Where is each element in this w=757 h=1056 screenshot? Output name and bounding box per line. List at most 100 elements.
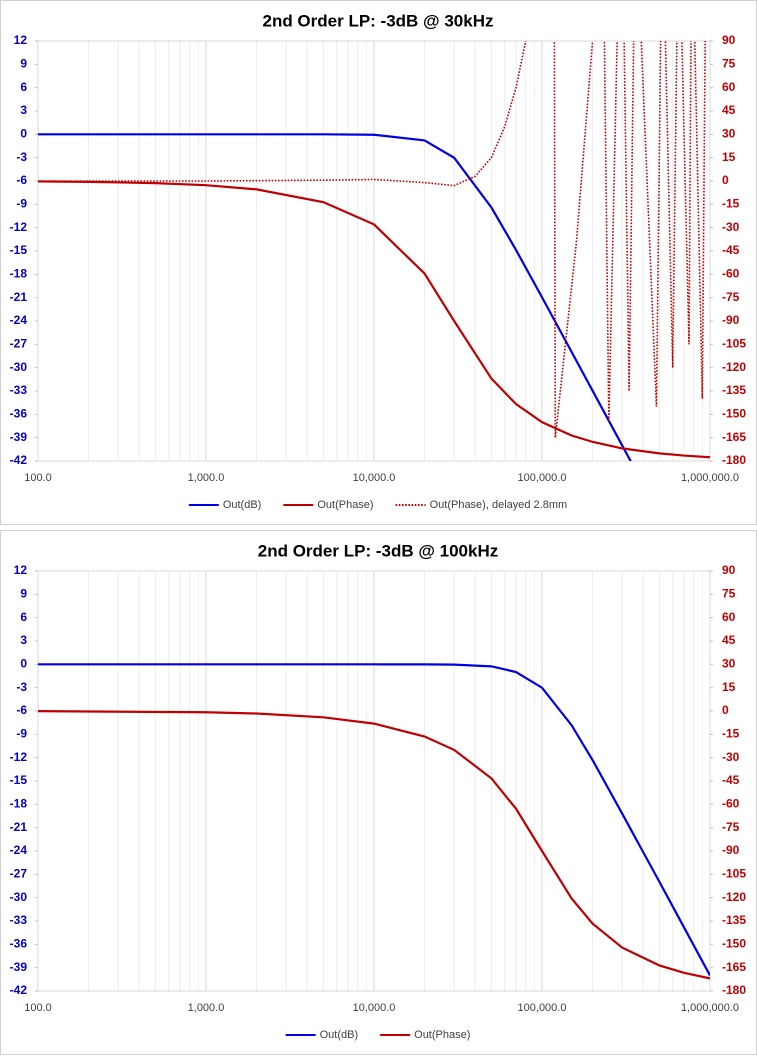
y2-tick-label: -15 (722, 197, 740, 211)
y-tick-label: -36 (10, 407, 28, 421)
y2-tick-label: -120 (722, 890, 746, 904)
y2-tick-label: -135 (722, 383, 746, 397)
y2-tick-label: -15 (722, 727, 740, 741)
legend-label: Out(Phase), delayed 2.8mm (430, 499, 568, 511)
y-tick-label: -3 (16, 150, 27, 164)
y-tick-label: -15 (10, 243, 28, 257)
y2-tick-label: -45 (722, 773, 740, 787)
y2-tick-label: -150 (722, 407, 746, 421)
y-tick-label: -18 (10, 267, 28, 281)
y-tick-label: 0 (20, 127, 27, 141)
y-tick-label: -42 (10, 453, 28, 467)
y2-tick-label: 15 (722, 680, 736, 694)
legend: Out(dB) Out(Phase) Out(Phase), delayed 2.8… (188, 499, 568, 511)
y2-tick-label: 0 (722, 703, 729, 717)
x-tick-label: 1,000,000.0 (681, 1002, 739, 1014)
y-tick-label: -6 (16, 173, 27, 187)
y2-tick-label: 75 (722, 587, 736, 601)
series-line (38, 180, 710, 459)
y-tick-label: 0 (20, 657, 27, 671)
y-tick-label: 6 (20, 80, 27, 94)
y-tick-label: -9 (16, 197, 27, 211)
y-tick-label: 12 (14, 33, 28, 47)
legend-label: Out(Phase) (317, 499, 373, 511)
y2-tick-label: -60 (722, 267, 740, 281)
y-tick-label: -15 (10, 773, 28, 787)
x-tick-label: 1,000.0 (188, 1002, 225, 1014)
y2-tick-label: -180 (722, 983, 746, 997)
y-tick-label: -42 (10, 983, 28, 997)
y2-tick-label: -75 (722, 820, 740, 834)
y-tick-label: 6 (20, 610, 27, 624)
series-line (38, 710, 710, 980)
y2-tick-label: -30 (722, 750, 740, 764)
x-tick-label: 100,000.0 (518, 1002, 567, 1014)
y2-tick-label: -90 (722, 313, 740, 327)
y-tick-label: -39 (10, 960, 28, 974)
y-tick-label: 9 (20, 587, 27, 601)
y-tick-label: 3 (20, 103, 27, 117)
y-tick-label: -24 (10, 313, 28, 327)
chart-frame (0, 530, 757, 1055)
x-tick-label: 1,000,000.0 (681, 472, 739, 484)
y-tick-label: -24 (10, 843, 28, 857)
y2-tick-label: 90 (722, 563, 736, 577)
y-tick-label: 3 (20, 633, 27, 647)
legend-label: Out(Phase) (414, 1029, 470, 1041)
y2-tick-label: -75 (722, 290, 740, 304)
y2-tick-label: -105 (722, 337, 746, 351)
y2-tick-label: 60 (722, 80, 736, 94)
y-tick-label: -30 (10, 890, 28, 904)
y2-tick-label: 60 (722, 610, 736, 624)
y-tick-label: -21 (10, 290, 28, 304)
y2-tick-label: -60 (722, 797, 740, 811)
y-tick-label: -9 (16, 727, 27, 741)
y2-tick-label: -165 (722, 960, 746, 974)
y2-tick-label: 30 (722, 127, 736, 141)
y2-tick-label: 90 (722, 33, 736, 47)
y-tick-label: -21 (10, 820, 28, 834)
y2-tick-label: -90 (722, 843, 740, 857)
y2-tick-label: -120 (722, 360, 746, 374)
y2-tick-label: -165 (722, 430, 746, 444)
y-tick-label: -12 (10, 220, 28, 234)
y-tick-label: -33 (10, 383, 28, 397)
x-tick-label: 10,000.0 (353, 472, 396, 484)
y-tick-label: -3 (16, 680, 27, 694)
y-tick-label: -36 (10, 937, 28, 951)
y-tick-label: -27 (10, 867, 28, 881)
y-tick-label: -6 (16, 703, 27, 717)
y-tick-label: -33 (10, 913, 28, 927)
chart-title: 2nd Order LP: -3dB @ 100kHz (258, 541, 498, 560)
y2-tick-label: 45 (722, 633, 736, 647)
y2-tick-label: 0 (722, 173, 729, 187)
y-tick-label: 9 (20, 57, 27, 71)
y-tick-label: -12 (10, 750, 28, 764)
x-tick-label: 100.0 (24, 1002, 52, 1014)
y2-tick-label: -30 (722, 220, 740, 234)
y-tick-label: -39 (10, 430, 28, 444)
series-line (38, 41, 706, 438)
series-line (38, 133, 632, 461)
y-tick-label: -27 (10, 337, 28, 351)
y-tick-label: 12 (14, 563, 28, 577)
y2-tick-label: -135 (722, 913, 746, 927)
y-tick-label: -30 (10, 360, 28, 374)
y2-tick-label: 15 (722, 150, 736, 164)
x-tick-label: 10,000.0 (353, 1002, 396, 1014)
chart-title: 2nd Order LP: -3dB @ 30kHz (262, 11, 493, 30)
y2-tick-label: -150 (722, 937, 746, 951)
legend: Out(dB) Out(Phase) (285, 1029, 470, 1041)
legend-label: Out(dB) (223, 499, 262, 511)
y2-tick-label: 75 (722, 57, 736, 71)
x-tick-label: 100.0 (24, 472, 52, 484)
y2-tick-label: -105 (722, 867, 746, 881)
x-tick-label: 1,000.0 (188, 472, 225, 484)
y2-tick-label: 45 (722, 103, 736, 117)
series-line (38, 663, 710, 976)
y2-tick-label: 30 (722, 657, 736, 671)
x-tick-label: 100,000.0 (518, 472, 567, 484)
legend-label: Out(dB) (320, 1029, 359, 1041)
y-tick-label: -18 (10, 797, 28, 811)
